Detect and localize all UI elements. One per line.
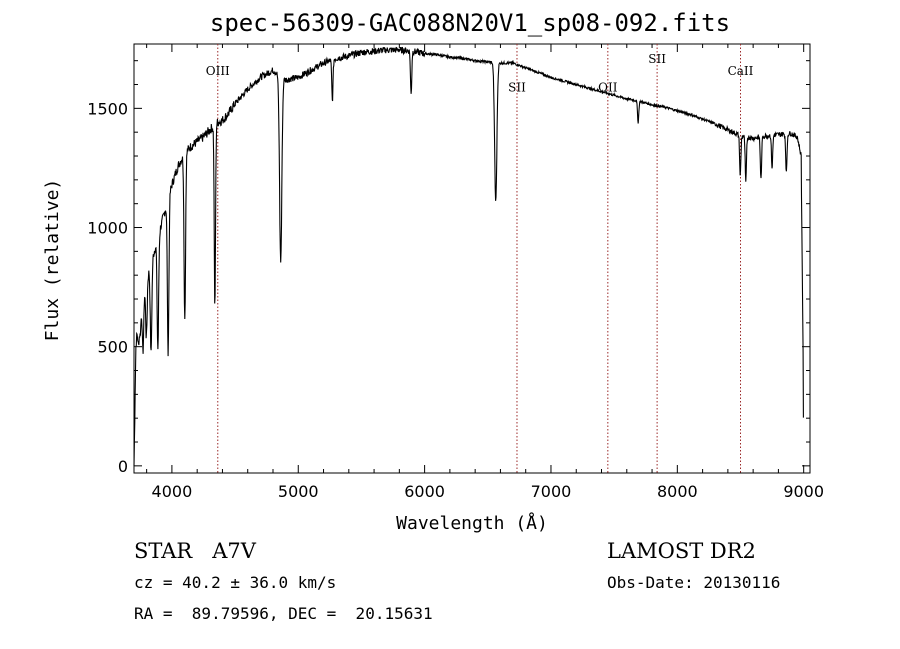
line-annotation: OIII [206, 64, 230, 78]
x-tick-label: 8000 [657, 482, 698, 501]
y-axis-label: Flux (relative) [42, 179, 63, 342]
plot-frame [133, 43, 811, 474]
plot-area: 4000 5000 6000 7000 8000 9000 0 500 1000 1500 OIII… [87, 43, 824, 501]
spectrum-chart: spec-56309-GAC088N20V1_sp08-092.fits 400… [42, 9, 824, 534]
line-annotation: OII [598, 81, 618, 95]
line-annotation: SII [648, 52, 666, 66]
redshift-text: cz = 40.2 ± 36.0 km/s [134, 573, 337, 592]
y-tick-label: 0 [118, 457, 128, 476]
y-tick-label: 1500 [87, 99, 128, 118]
survey-name-text: LAMOST DR2 [607, 539, 756, 563]
object-class-text: STAR A7V [134, 539, 256, 563]
x-tick-label: 7000 [531, 482, 572, 501]
x-tick-label: 6000 [404, 482, 445, 501]
x-axis-label: Wavelength (Å) [396, 512, 548, 534]
chart-title: spec-56309-GAC088N20V1_sp08-092.fits [210, 9, 730, 37]
line-annotation: CaII [728, 64, 754, 78]
y-tick-label: 1000 [87, 219, 128, 238]
spectrum-line [133, 46, 804, 466]
x-tick-label: 4000 [152, 482, 193, 501]
obs-date-text: Obs-Date: 20130116 [607, 573, 781, 592]
x-tick-label: 9000 [783, 482, 824, 501]
line-annotation: SII [508, 81, 526, 95]
y-tick-label: 500 [97, 338, 128, 357]
x-tick-label: 5000 [278, 482, 319, 501]
coordinates-text: RA = 89.79596, DEC = 20.15631 [134, 604, 433, 623]
